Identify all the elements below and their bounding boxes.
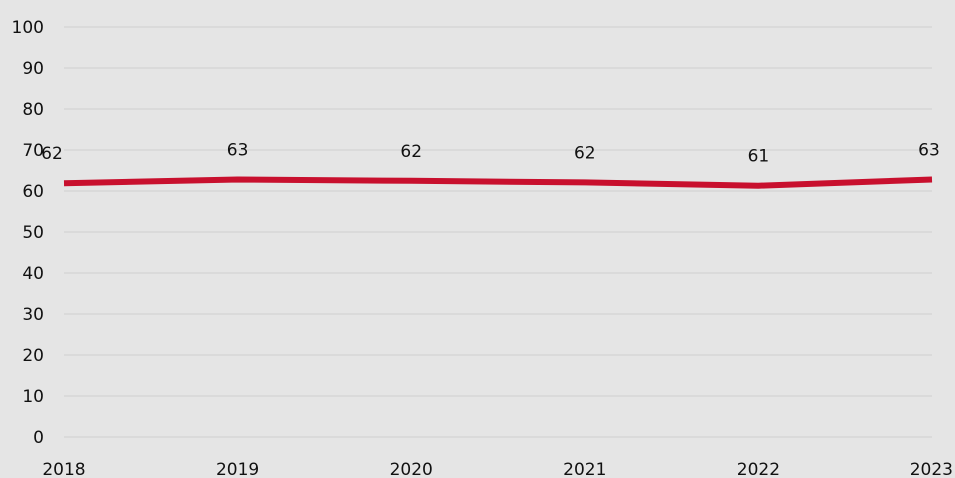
data-label-2023: 63 — [918, 141, 940, 161]
y-tick-label-30: 30 — [22, 305, 44, 325]
y-tick-label-0: 0 — [33, 428, 44, 448]
data-label-2019: 63 — [227, 141, 249, 161]
y-tick-label-10: 10 — [22, 387, 44, 407]
series-layer — [63, 176, 933, 189]
series-line — [63, 176, 933, 189]
y-axis-ticks: 0 10 20 30 40 50 60 70 80 90 100 — [12, 18, 44, 448]
y-tick-label-90: 90 — [22, 59, 44, 79]
x-tick-label-2019: 2019 — [216, 460, 259, 478]
y-tick-label-80: 80 — [22, 100, 44, 120]
y-tick-label-50: 50 — [22, 223, 44, 243]
grid-layer — [64, 26, 932, 438]
y-tick-label-70: 70 — [22, 141, 44, 161]
y-tick-label-100: 100 — [12, 18, 44, 38]
data-label-2022: 61 — [748, 147, 770, 167]
x-tick-label-2020: 2020 — [390, 460, 433, 478]
y-tick-label-40: 40 — [22, 264, 44, 284]
data-label-2018: 62 — [41, 144, 63, 164]
data-labels: 62 63 62 62 61 63 — [41, 141, 940, 167]
x-tick-label-2021: 2021 — [563, 460, 606, 478]
x-tick-label-2022: 2022 — [737, 460, 780, 478]
data-label-2021: 62 — [574, 143, 596, 163]
y-tick-label-60: 60 — [22, 182, 44, 202]
x-tick-label-2023: 2023 — [910, 460, 953, 478]
x-axis-ticks: 2018 2019 2020 2021 2022 2023 — [42, 460, 953, 478]
y-tick-label-20: 20 — [22, 346, 44, 366]
x-tick-label-2018: 2018 — [42, 460, 85, 478]
data-label-2020: 62 — [400, 142, 422, 162]
